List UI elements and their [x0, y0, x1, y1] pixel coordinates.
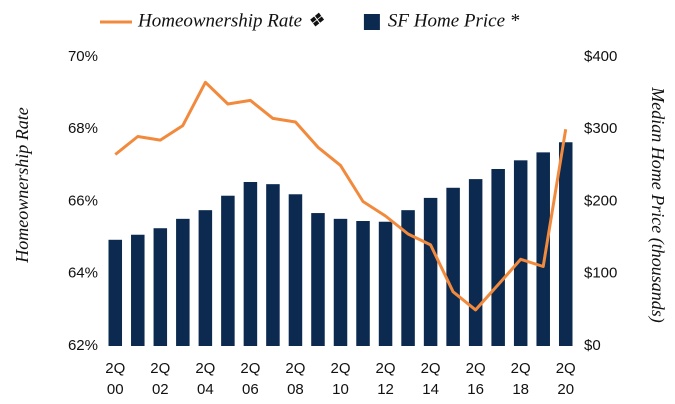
x-tick-label: 2Q 02 [150, 360, 171, 398]
x-tick-label: 2Q 00 [105, 360, 126, 398]
x-tick-label: 2Q 06 [240, 360, 261, 398]
y-tick-label: 70% [68, 48, 98, 65]
y2-tick-label: $400 [584, 48, 617, 65]
bar [536, 152, 550, 346]
bar [153, 228, 168, 346]
bar [131, 234, 145, 346]
y-tick-label: 62% [68, 337, 98, 354]
bar [356, 221, 370, 346]
bar [423, 197, 438, 346]
legend-label: Homeownership Rate ❖ [137, 10, 325, 31]
line [114, 80, 568, 312]
bar [446, 187, 460, 346]
x-tick-label: 2Q 18 [510, 360, 531, 398]
bar [243, 181, 258, 346]
y-tick-label: 68% [68, 120, 98, 137]
y2-tick-label: $0 [584, 337, 601, 354]
x-tick-label: 2Q 08 [285, 360, 306, 398]
y2-tick-label: $200 [584, 192, 617, 209]
y-tick-label: 66% [68, 192, 98, 209]
bar [333, 218, 348, 346]
bar [378, 221, 393, 346]
bar [288, 194, 303, 346]
x-tick-label: 2Q 16 [465, 360, 486, 398]
x-tick-label: 2Q 12 [375, 360, 396, 398]
x-tick-label: 2Q 14 [420, 360, 441, 398]
bar [558, 142, 573, 346]
bar [468, 179, 483, 346]
bar [221, 195, 235, 346]
bar [491, 168, 505, 346]
legend-swatch [363, 14, 380, 30]
bar [176, 218, 190, 346]
y-axis-title: Homeownership Rate [12, 107, 32, 263]
legend-label: SF Home Price * [388, 10, 520, 31]
x-tick-label: 2Q 10 [330, 360, 351, 398]
bar [108, 239, 123, 346]
bar [198, 210, 213, 346]
y2-tick-label: $300 [584, 120, 617, 137]
y2-axis-title: Median Home Price (thousands) [647, 86, 668, 322]
bar [311, 213, 325, 346]
bar [266, 184, 280, 346]
x-tick-label: 2Q 20 [555, 360, 576, 398]
x-tick-label: 2Q 04 [195, 360, 216, 398]
bar [401, 210, 415, 346]
y-tick-label: 64% [68, 265, 98, 282]
bar [513, 160, 528, 346]
y2-tick-label: $100 [584, 265, 617, 282]
